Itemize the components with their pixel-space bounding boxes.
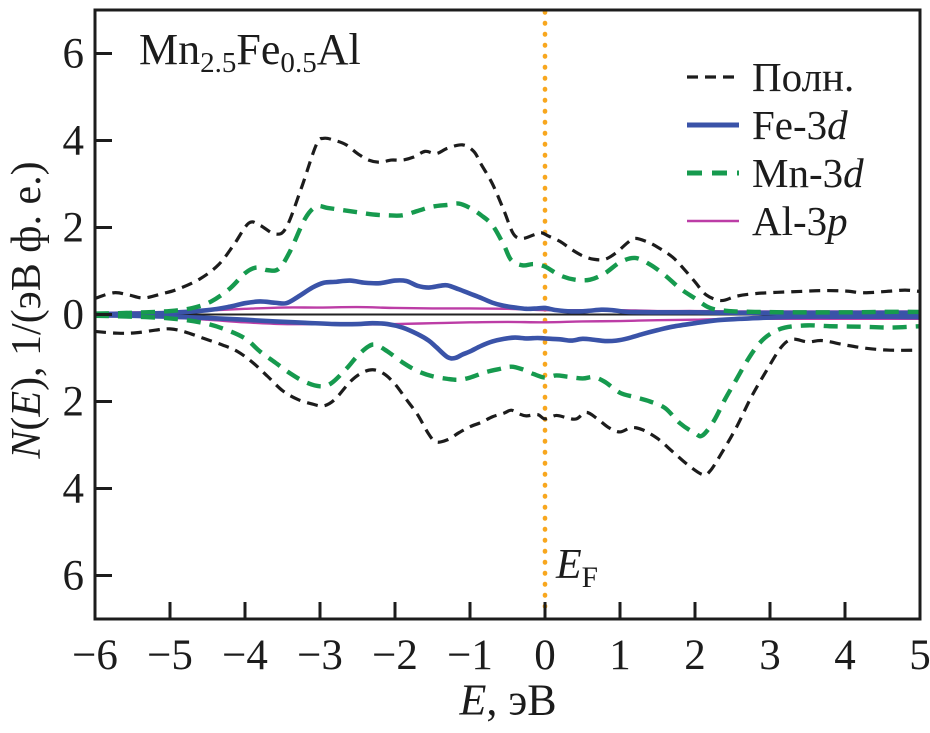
y-tick-label: 2 bbox=[62, 204, 85, 251]
x-tick-label: 2 bbox=[684, 632, 706, 679]
y-tick-label: 0 bbox=[62, 291, 85, 338]
x-tick-label: −2 bbox=[372, 632, 418, 679]
x-tick-label: −6 bbox=[72, 632, 118, 679]
text-segment: p bbox=[827, 197, 848, 244]
legend-label-mn: Mn-3d bbox=[752, 149, 864, 196]
y-axis-title: N(E), 1/(эВ ф. е.) bbox=[3, 161, 51, 458]
curve-total-up bbox=[94, 136, 921, 303]
legend-item-mn: Mn-3d bbox=[687, 149, 864, 197]
x-tick-label: 3 bbox=[759, 632, 781, 679]
curve-fe-up bbox=[94, 278, 920, 317]
legend-item-total: Полн. bbox=[687, 53, 864, 101]
legend-line-sample-al bbox=[687, 219, 739, 223]
plot-frame bbox=[93, 8, 922, 621]
legend-label-al: Al-3p bbox=[752, 197, 848, 244]
curve-total-down bbox=[94, 327, 921, 477]
text-segment: d bbox=[827, 101, 848, 148]
x-tick-label: −4 bbox=[222, 632, 268, 679]
text-segment: 2.5 bbox=[200, 47, 237, 80]
text-segment: , эВ bbox=[486, 675, 557, 725]
legend: Полн. Fe-3d Mn-3d Al-3p bbox=[687, 53, 864, 245]
text-segment: F bbox=[581, 562, 599, 595]
y-tick-label: 4 bbox=[62, 117, 85, 164]
text-segment: d bbox=[843, 149, 864, 196]
text-segment: ( bbox=[4, 416, 50, 431]
legend-label-total: Полн. bbox=[752, 53, 855, 100]
x-tick-label: −3 bbox=[297, 632, 343, 679]
text-segment: ), 1/(эВ ф. е.) bbox=[4, 161, 50, 391]
legend-line-sample-mn bbox=[687, 170, 739, 176]
fermi-level-label: EF bbox=[556, 541, 598, 594]
curve-mn-up bbox=[94, 201, 921, 316]
text-segment: N bbox=[4, 430, 50, 459]
curve-fe-down bbox=[94, 313, 921, 361]
text-segment: Mn bbox=[139, 25, 201, 74]
text-segment: E bbox=[556, 542, 582, 588]
x-tick-label: 4 bbox=[834, 632, 856, 679]
legend-item-al: Al-3p bbox=[687, 197, 864, 245]
text-segment: Al-3 bbox=[752, 197, 828, 244]
legend-label-fe: Fe-3d bbox=[752, 101, 848, 148]
legend-line-sample-fe bbox=[687, 122, 739, 128]
text-segment: Mn-3 bbox=[752, 149, 844, 196]
x-axis-title: E, эВ bbox=[459, 675, 556, 726]
x-tick-label: 1 bbox=[609, 632, 631, 679]
x-tick-label: 5 bbox=[909, 632, 930, 679]
figure-title: Mn2.5Fe0.5Al bbox=[139, 25, 361, 79]
x-tick-label: −1 bbox=[447, 632, 493, 679]
text-segment: Fe-3 bbox=[752, 101, 828, 148]
x-tick-label: 0 bbox=[534, 632, 556, 679]
text-segment: E bbox=[4, 390, 50, 417]
legend-line-sample-total bbox=[687, 75, 739, 79]
text-segment: Fe bbox=[236, 25, 281, 74]
y-tick-label: 4 bbox=[62, 465, 85, 512]
y-tick-label: 6 bbox=[62, 552, 85, 599]
y-tick-label: 6 bbox=[62, 30, 85, 77]
text-segment: Al bbox=[316, 25, 361, 74]
text-segment: 0.5 bbox=[280, 47, 317, 80]
text-segment: Полн. bbox=[752, 53, 855, 100]
text-segment: E bbox=[459, 675, 487, 725]
curve-mn-down bbox=[94, 313, 921, 439]
y-tick-label: 2 bbox=[62, 378, 85, 425]
x-tick-label: −5 bbox=[147, 632, 193, 679]
legend-item-fe: Fe-3d bbox=[687, 101, 864, 149]
